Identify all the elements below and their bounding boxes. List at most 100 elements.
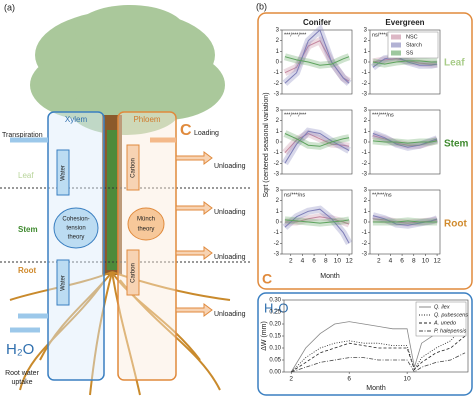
x-tick-label: 4 [389,258,393,265]
y-tick-label: -1 [362,150,368,156]
series-line [284,56,350,66]
sapwood [107,130,117,270]
x-axis-label: Month [366,385,386,392]
series-line [372,133,438,148]
y-tick-label: 1 [364,49,368,55]
legend-swatch [391,42,401,48]
series-line [372,140,438,144]
series-line [284,216,350,225]
legend-box [415,301,467,337]
carbon-symbol: C [180,122,192,139]
phloem-label: Phloem [133,115,160,124]
y-tick-label: -3 [274,252,280,258]
y-tick-label: 0.10 [269,346,281,352]
unloading-label: Unloading [214,163,246,170]
carbon-label: Carbon [131,263,137,283]
legend-label: P. halepensis [434,328,467,334]
x-tick-label: 10 [422,258,430,265]
y-tick-label: 2 [364,118,368,124]
canopy [30,5,225,135]
x-axis-label: Month [320,273,340,280]
series-line [372,60,438,65]
water-label: Water [61,165,67,181]
arrow [126,249,140,296]
water-frame [257,292,473,396]
series-line [291,352,466,373]
h2o-label: H₂O [6,341,34,358]
row-label: Root [444,219,467,230]
significance: ***/***/*** [284,112,307,118]
unloading-label: Unloading [214,254,246,261]
uptake-label: uptake [11,379,32,386]
y-tick-label: 3 [364,188,368,194]
y-tick-label: -2 [362,241,368,247]
water-label: Water [61,275,67,291]
panel-label: (b) [256,1,267,11]
chart-title: Conifer [303,18,331,27]
leaf-label: Leaf [18,171,34,180]
y-tick-label: 2 [276,38,280,44]
series-line [372,215,438,226]
arrow [10,313,48,333]
unloading-label: Unloading [214,311,246,318]
x-tick-label: 2 [377,258,381,265]
y-tick-label: -1 [274,230,280,236]
significance: **/***/ns [372,192,392,198]
legend-swatch [391,50,401,56]
y-tick-label: 0 [364,60,368,66]
y-tick-label: 3 [276,188,280,194]
y-tick-label: 0 [276,140,280,146]
h2o-label: H₂O [264,300,289,315]
y-tick-label: -1 [274,70,280,76]
y-tick-label: 2 [364,198,368,204]
panel-b: (b) Sqrt (centered seasonal variation) M… [256,1,473,396]
y-tick-label: -3 [274,172,280,178]
y-tick-label: 3 [364,28,368,34]
cohesion-text: tension [66,226,85,232]
uptake-label: Root water [5,370,40,377]
y-tick-label: -2 [362,81,368,87]
x-tick-label: 8 [324,258,328,265]
transpiration-label: Transpiration [2,132,43,139]
y-tick-label: -1 [362,230,368,236]
x-tick-label: 12 [433,258,441,265]
y-tick-label: 1 [276,129,280,135]
significance: ns/***/ns [284,192,305,198]
legend-label: Q. ilex [434,304,450,310]
series-line [290,335,466,373]
y-tick-label: 0.30 [269,298,281,304]
carbon-label: Carbon [131,158,137,178]
x-tick-label: 4 [301,258,305,265]
arrow [56,259,70,306]
series-line [290,323,466,373]
y-tick-label: 3 [276,108,280,114]
y-tick-label: 1 [364,129,368,135]
x-tick-label: 6 [312,258,316,265]
y-tick-label: 0 [276,60,280,66]
significance: ***/***/ns [372,112,394,118]
y-tick-label: 0.25 [269,310,281,316]
series-line [284,130,350,164]
y-tick-label: 2 [276,118,280,124]
arrow [126,144,140,191]
arrow [56,149,70,196]
y-axis-label: Sqrt (centered seasonal variation) [263,92,270,197]
y-tick-label: 0.20 [269,322,281,328]
y-axis-label: ΔW (mm) [261,321,268,351]
y-tick-label: 1 [364,209,368,215]
root-label: Root [18,266,37,275]
legend-label: Q. pubescens [434,312,468,318]
y-tick-label: -1 [362,70,368,76]
legend-label: SS [406,50,414,56]
munch-text: Münch [137,217,155,223]
row-label: Stem [444,139,469,150]
y-tick-label: -3 [362,92,368,98]
chart-title: Evergreen [385,18,424,27]
y-tick-label: -1 [274,150,280,156]
cohesion-text: theory [68,235,85,241]
y-tick-label: -2 [362,161,368,167]
cohesion-node [53,207,99,249]
legend-label: A. unedo [433,320,456,326]
munch-node [127,207,165,241]
legend-label: Starch [406,42,422,48]
